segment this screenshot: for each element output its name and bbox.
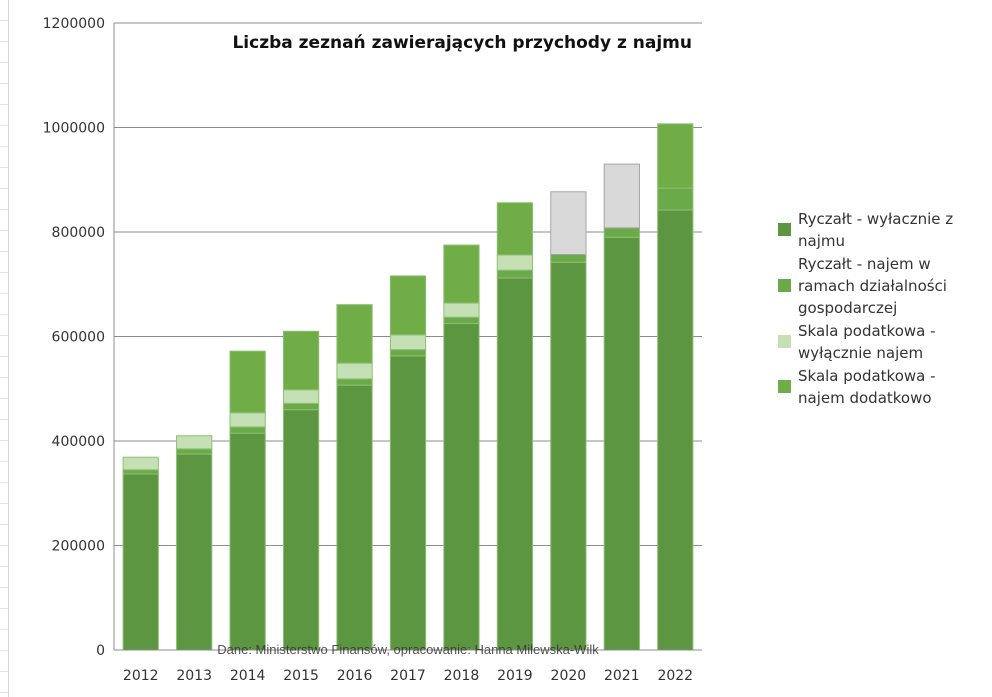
bar-segment — [657, 209, 694, 651]
bar-segment — [336, 378, 373, 386]
bar-segment — [282, 389, 320, 404]
bar-segment — [282, 330, 320, 391]
bar-segment — [389, 334, 427, 351]
bar-segment — [229, 426, 266, 434]
bar-segment — [550, 253, 587, 263]
x-tick-label: 2012 — [123, 668, 159, 684]
bar-segment — [176, 453, 213, 651]
spreadsheet-row-strip — [0, 0, 9, 697]
bar-segment — [496, 254, 534, 271]
bar-segment — [282, 402, 320, 411]
axes: 0 200000 400000 600000 800000 1000000 1200000 2… — [43, 16, 702, 684]
bar-segment — [229, 350, 266, 414]
legend-label: Skala podatkowa - wyłącznie najem — [798, 322, 936, 362]
legend-swatch — [778, 223, 791, 236]
bar-segment — [657, 123, 694, 189]
bar-segment — [550, 261, 587, 651]
bar-segment — [496, 277, 534, 651]
bar-segment — [229, 412, 266, 428]
bar-segment — [443, 302, 480, 318]
bar-segment — [122, 456, 159, 471]
bar-segment — [282, 409, 320, 651]
x-tick-label: 2014 — [230, 668, 266, 684]
bar-segment — [443, 244, 480, 304]
bar-segment — [496, 202, 534, 256]
bar-segment — [550, 191, 587, 255]
legend: Ryczałt - wyłacznie z najmu Ryczałt - naj… — [776, 208, 986, 410]
bar-segment — [336, 362, 373, 380]
y-tick-label: 0 — [96, 643, 105, 659]
bar-segment — [229, 432, 266, 651]
x-tick-label: 2016 — [337, 668, 373, 684]
bar-segment — [336, 384, 373, 651]
x-tick-label: 2017 — [390, 668, 426, 684]
bar-segment — [603, 163, 640, 229]
bar-segment — [389, 349, 427, 357]
legend-item: Ryczałt - wyłacznie z najmu — [776, 208, 986, 252]
x-tick-label: 2022 — [657, 668, 693, 684]
x-tick-label: 2021 — [604, 668, 640, 684]
legend-label: Ryczałt - wyłacznie z najmu — [798, 210, 954, 250]
bar-segment — [176, 448, 213, 455]
x-tick-label: 2019 — [497, 668, 533, 684]
x-tick-label: 2020 — [551, 668, 587, 684]
bar-segment — [122, 469, 159, 475]
y-tick-label: 1200000 — [43, 16, 105, 32]
bar-segment — [657, 187, 694, 211]
bar-segment — [443, 322, 480, 651]
chart-title: Liczba zeznań zawierających przychody z … — [232, 33, 692, 53]
legend-label: Ryczałt - najem w ramach działalności go… — [798, 255, 947, 317]
bar-segment — [176, 435, 213, 450]
source-note: Dane: Ministerstwo Finansów, opracowanie… — [217, 642, 599, 657]
legend-item: Ryczałt - najem w ramach działalności go… — [776, 253, 986, 319]
bars — [122, 123, 694, 651]
legend-item: Skala podatkowa - wyłącznie najem — [776, 320, 986, 364]
x-tick-label: 2015 — [283, 668, 319, 684]
bar-segment — [389, 355, 427, 651]
legend-swatch — [778, 380, 791, 393]
bar-segment — [603, 227, 640, 238]
y-tick-label: 200000 — [52, 539, 105, 555]
bar-segment — [389, 275, 427, 336]
legend-swatch — [778, 335, 791, 348]
x-tick-label: 2013 — [176, 668, 212, 684]
legend-swatch — [778, 279, 791, 292]
y-tick-label: 600000 — [52, 330, 105, 346]
bar-segment — [496, 269, 534, 279]
y-tick-label: 400000 — [52, 434, 105, 450]
bar-segment — [603, 236, 640, 651]
bar-segment — [443, 316, 480, 324]
legend-label: Skala podatkowa - najem dodatkowo — [798, 367, 936, 407]
bar-segment — [122, 473, 159, 651]
y-tick-label: 800000 — [52, 225, 105, 241]
x-tick-label: 2018 — [444, 668, 480, 684]
legend-item: Skala podatkowa - najem dodatkowo — [776, 365, 986, 409]
bar-segment — [336, 304, 373, 364]
y-tick-label: 1000000 — [43, 121, 105, 137]
